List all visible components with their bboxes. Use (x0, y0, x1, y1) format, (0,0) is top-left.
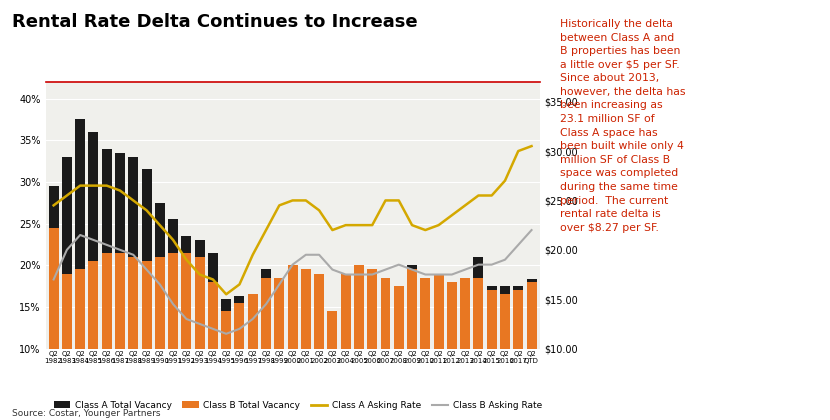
Bar (208, 282, 218, 420)
Text: Historically the delta
between Class A and
B properties has been
a little over $: Historically the delta between Class A a… (560, 19, 686, 233)
Bar (420, 278, 430, 420)
Bar (380, 286, 390, 420)
Bar (248, 294, 258, 420)
Bar (473, 278, 483, 420)
Bar (513, 290, 523, 420)
Bar (49, 228, 59, 420)
Bar (473, 257, 483, 420)
Bar (155, 257, 165, 420)
Bar (129, 157, 139, 420)
Bar (314, 286, 324, 420)
Legend: Class A Total Vacancy, Class B Total Vacancy, Class A Asking Rate, Class B Askin: Class A Total Vacancy, Class B Total Vac… (50, 397, 545, 413)
Bar (407, 269, 417, 420)
Bar (76, 119, 85, 420)
Bar (486, 286, 496, 420)
Bar (49, 186, 59, 420)
Bar (76, 269, 85, 420)
Bar (393, 286, 403, 420)
Bar (248, 294, 258, 420)
Text: Rental Rate Delta Continues to Increase: Rental Rate Delta Continues to Increase (12, 13, 418, 31)
Bar (367, 269, 377, 420)
Bar (235, 296, 245, 420)
Bar (208, 253, 218, 420)
Bar (460, 278, 470, 420)
Bar (261, 269, 271, 420)
Bar (195, 240, 205, 420)
Bar (182, 253, 192, 420)
Bar (354, 273, 364, 420)
Bar (102, 149, 112, 420)
Bar (142, 261, 152, 420)
Bar (433, 273, 443, 420)
Bar (340, 278, 350, 420)
Bar (300, 269, 310, 420)
Bar (327, 311, 337, 420)
Bar (222, 299, 232, 420)
Bar (447, 282, 456, 420)
Bar (275, 320, 285, 420)
Bar (354, 265, 364, 420)
Bar (115, 153, 125, 420)
Bar (89, 261, 99, 420)
Bar (513, 286, 523, 420)
Bar (433, 278, 443, 420)
Bar (222, 311, 232, 420)
Bar (168, 219, 178, 420)
Text: Source: Costar, Younger Partners: Source: Costar, Younger Partners (12, 409, 161, 418)
Bar (447, 286, 456, 420)
Bar (380, 278, 390, 420)
Bar (288, 273, 297, 420)
Bar (62, 157, 72, 420)
Bar (526, 282, 536, 420)
Bar (235, 303, 245, 420)
Bar (420, 286, 430, 420)
Bar (288, 265, 297, 420)
Bar (62, 273, 72, 420)
Bar (129, 257, 139, 420)
Bar (142, 169, 152, 420)
Bar (393, 286, 403, 420)
Bar (195, 257, 205, 420)
Bar (526, 279, 536, 420)
Bar (89, 132, 99, 420)
Bar (367, 282, 377, 420)
Bar (327, 311, 337, 420)
Bar (261, 278, 271, 420)
Bar (182, 236, 192, 420)
Bar (275, 278, 285, 420)
Bar (115, 253, 125, 420)
Bar (500, 294, 510, 420)
Bar (486, 290, 496, 420)
Bar (300, 278, 310, 420)
Bar (460, 278, 470, 420)
Bar (155, 203, 165, 420)
Bar (168, 253, 178, 420)
Bar (407, 265, 417, 420)
Bar (340, 273, 350, 420)
Bar (500, 286, 510, 420)
Bar (102, 253, 112, 420)
Bar (314, 273, 324, 420)
